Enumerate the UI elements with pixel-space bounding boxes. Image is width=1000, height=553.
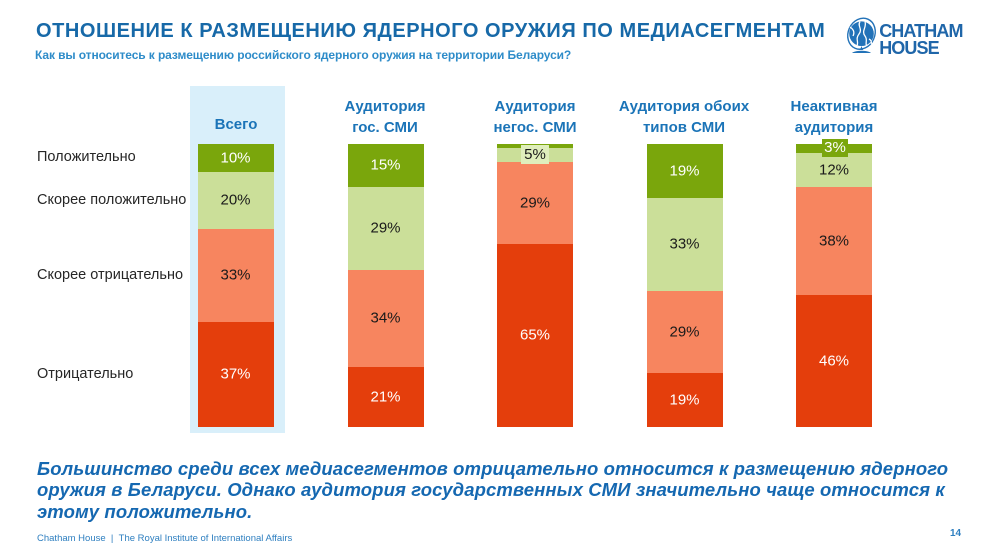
svg-text:CHATHAM: CHATHAM	[879, 21, 962, 41]
svg-text:HOUSE: HOUSE	[879, 38, 939, 58]
